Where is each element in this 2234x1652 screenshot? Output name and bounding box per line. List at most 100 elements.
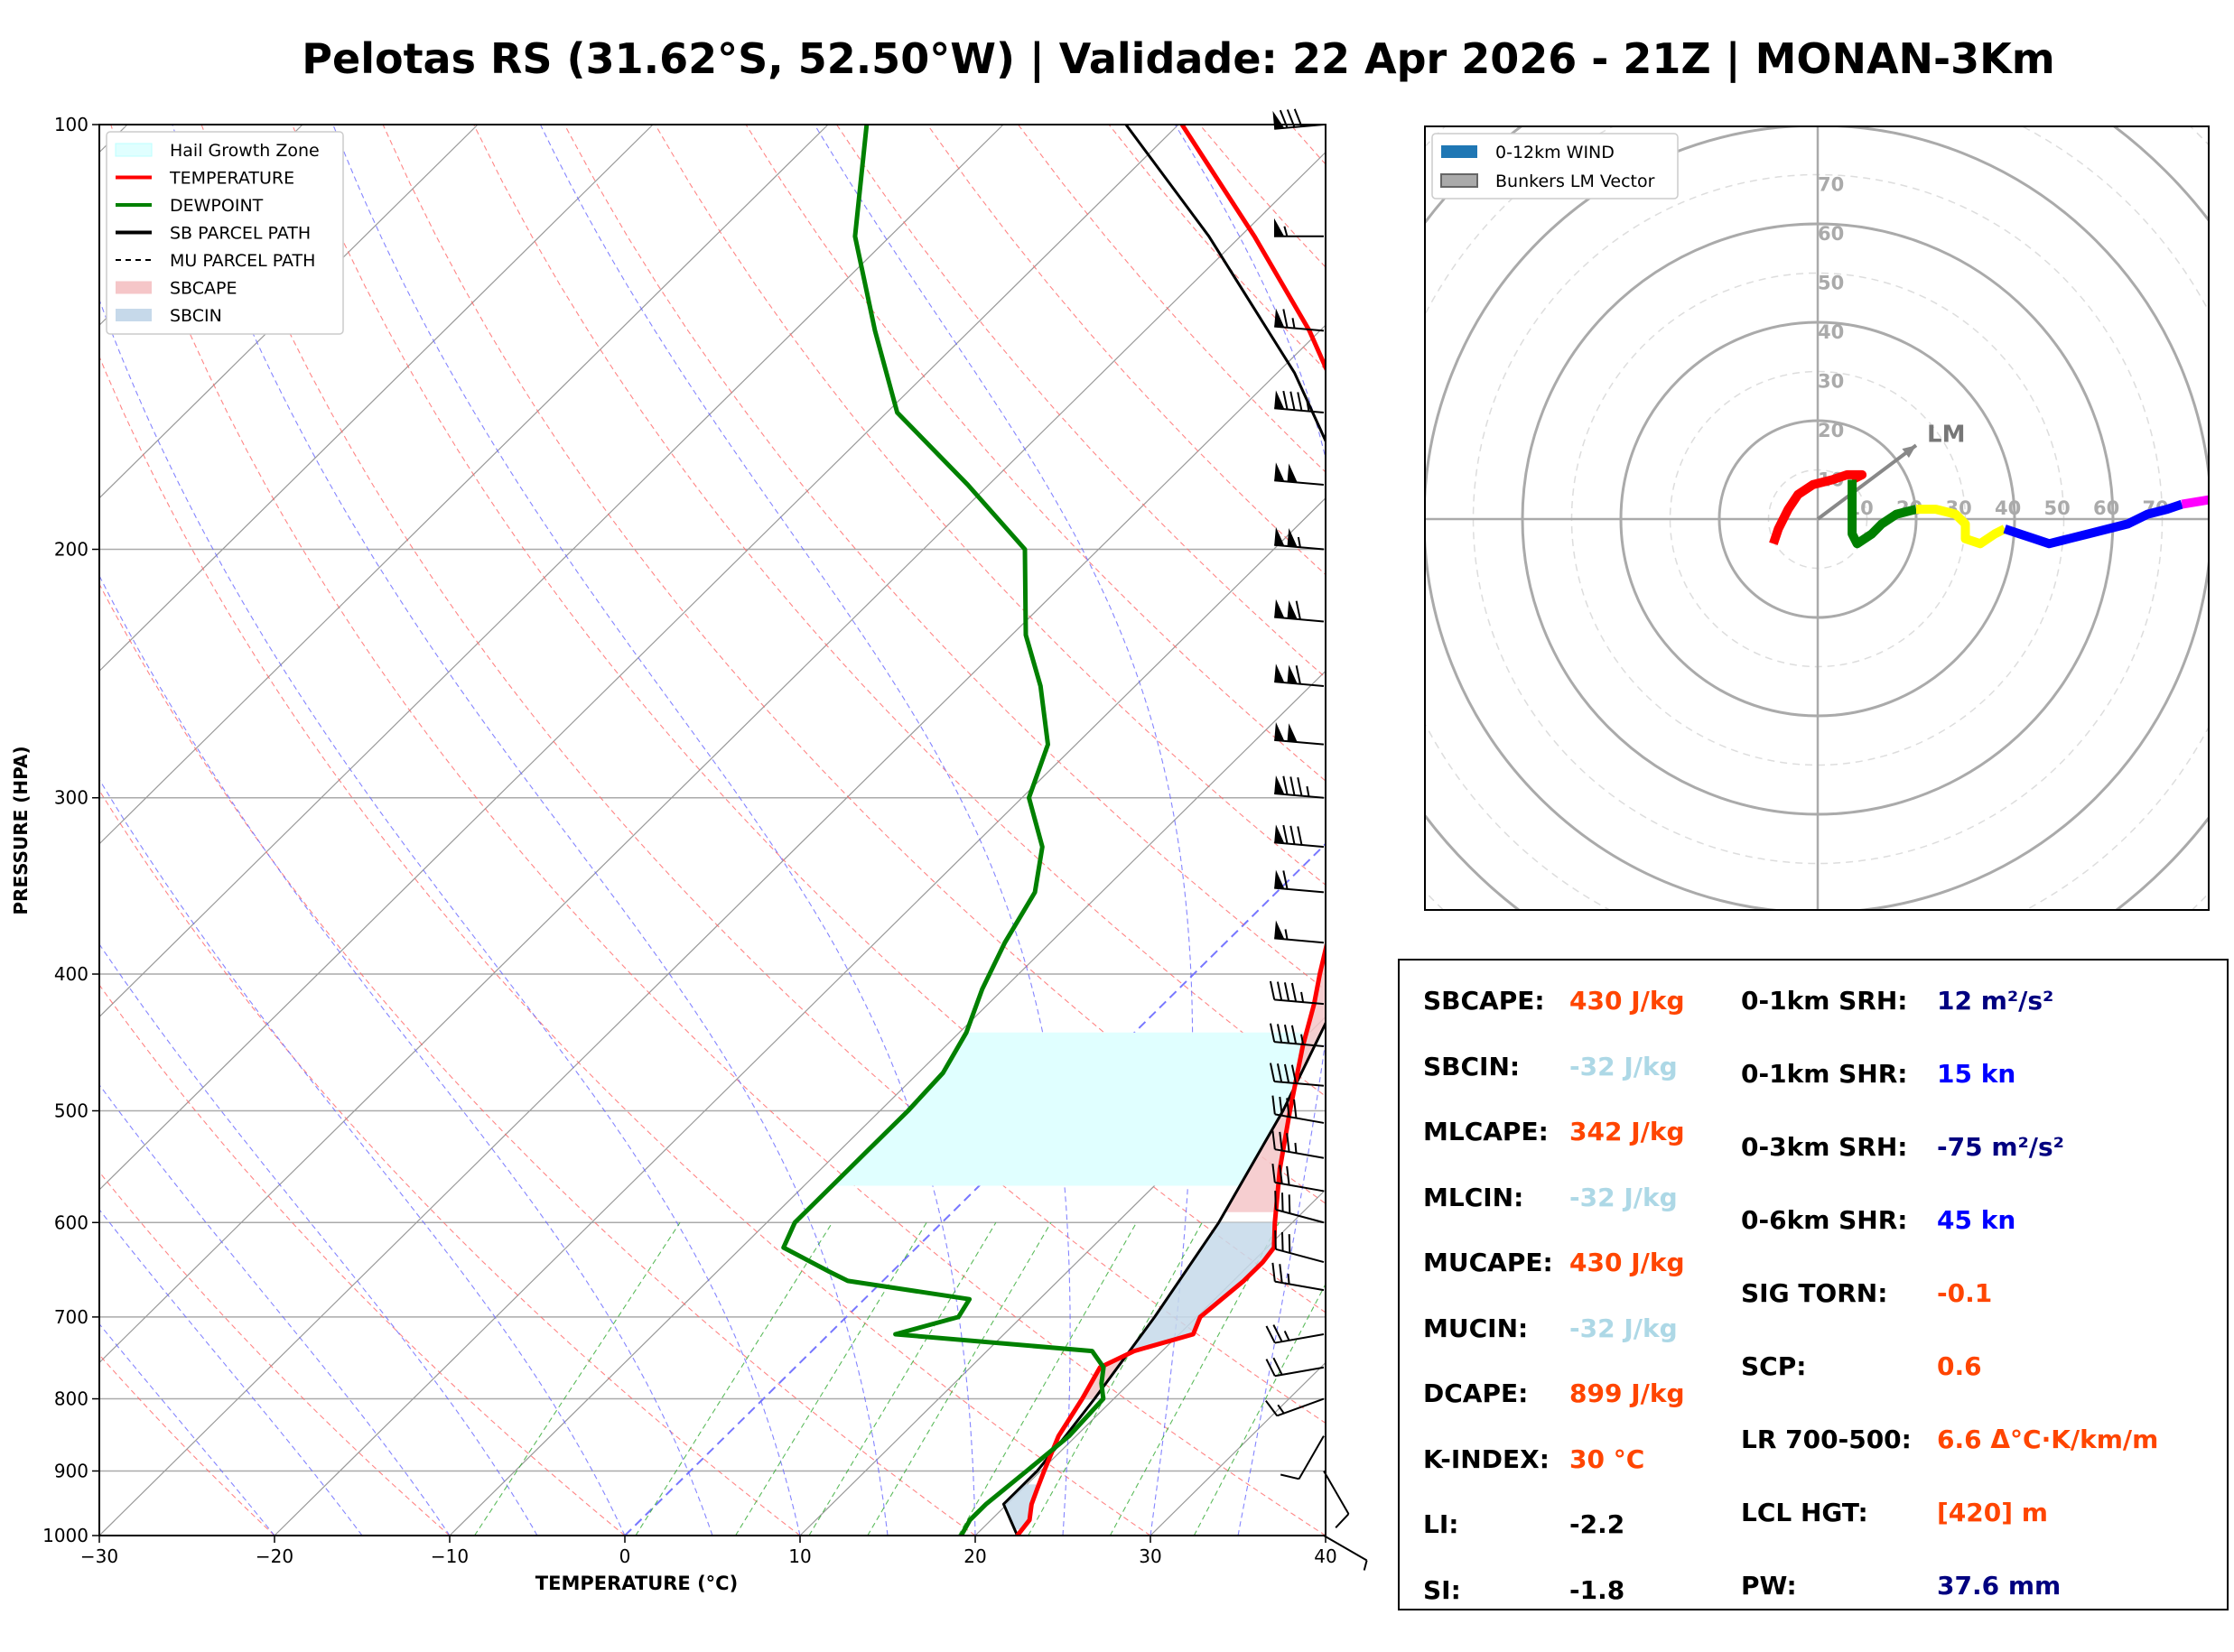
barb-full [1274, 1191, 1277, 1211]
barb-full [1274, 1230, 1277, 1249]
barb-half [1277, 1404, 1285, 1415]
barb-half [1283, 226, 1289, 237]
barb-staff [1274, 543, 1325, 551]
sbcin-area [1130, 1222, 1275, 1351]
barb-full [1290, 1025, 1298, 1044]
barb-full [1282, 775, 1289, 795]
moist-adiabat [99, 1083, 451, 1536]
x-tick-label: 40 [1314, 1545, 1336, 1567]
dry-adiabat [1018, 125, 1326, 473]
barb-staff [1274, 407, 1325, 414]
skewt-diagram: −30 −20 −10 0 10 20 30 40 100 200 300 400 500 600 700 8… [10, 108, 1368, 1594]
wind-barb [1274, 869, 1325, 894]
barb-full [1288, 1194, 1291, 1214]
wind-barb [1274, 775, 1325, 799]
barb-flag [1274, 599, 1285, 618]
mixing-ratio-line [957, 1221, 1138, 1536]
isotherm [449, 670, 1326, 1536]
barb-staff [1274, 792, 1325, 799]
index-value: 6.6 Δ°C·K/km/m [1937, 1425, 2159, 1454]
barb-half [1297, 536, 1301, 548]
isotherm [99, 125, 1179, 1191]
barb-full [1269, 980, 1276, 1000]
dry-adiabat [99, 582, 976, 1536]
dry-adiabat [110, 125, 1326, 1536]
barb-full [1295, 665, 1301, 684]
barb-staff [1274, 1333, 1325, 1344]
wind-barb [1274, 721, 1325, 746]
index-value: 430 J/kg [1569, 986, 1685, 1016]
wind-barb [1274, 1230, 1325, 1264]
wind-barb [1274, 462, 1325, 486]
wind-barb [1265, 1357, 1325, 1378]
hodograph-segment [1769, 469, 1867, 545]
wind-barb [1274, 1191, 1325, 1224]
x-tick-label: 0 [619, 1545, 631, 1567]
y-tick-label: 700 [54, 1306, 88, 1328]
hodo-ring [1425, 126, 2209, 910]
index-value: -2.2 [1569, 1509, 1625, 1539]
barb-flag [1274, 390, 1285, 410]
barb-full [1297, 392, 1303, 412]
barb-flag [1287, 664, 1298, 684]
hodograph-segment [1848, 479, 1918, 549]
barb-staff [1274, 1181, 1325, 1193]
barb-full [1269, 1063, 1276, 1082]
barb-full [1265, 1359, 1276, 1377]
barb-staff [1274, 479, 1325, 486]
dry-adiabat [200, 125, 1326, 1425]
dry-adiabat [382, 125, 1326, 1204]
index-value: 30 °C [1569, 1443, 1645, 1474]
moist-adiabat [99, 778, 626, 1536]
barb-full [1280, 1473, 1299, 1480]
mixing-ratio-line [1028, 1221, 1203, 1536]
barb-flag [1274, 775, 1285, 794]
index-label: LI: [1423, 1509, 1459, 1539]
barb-full [1286, 1165, 1290, 1185]
legend-swatch [115, 143, 153, 157]
bunkers-lm-label: LM [1927, 421, 1965, 448]
index-label: 0-1km SHR: [1741, 1059, 1908, 1089]
barb-flag [1274, 721, 1285, 741]
barb-staff [1274, 616, 1325, 623]
barb-full [1293, 108, 1303, 127]
barb-full [1279, 1264, 1283, 1284]
ring-label: 50 [1818, 273, 1844, 294]
mixing-ratio-line [1193, 1283, 1326, 1536]
wind-barb [1271, 1164, 1325, 1193]
index-value: 37.6 mm [1937, 1571, 2062, 1601]
isotherm [1325, 1535, 1326, 1536]
index-value: -32 J/kg [1569, 1051, 1678, 1081]
barb-full [1286, 1098, 1290, 1118]
barb-full [1271, 1095, 1276, 1115]
barb-flag [1274, 218, 1285, 237]
wind-barb [1274, 920, 1325, 944]
wind-barb [1271, 1095, 1325, 1124]
barb-flag [1274, 526, 1285, 546]
sbcape-area [1224, 949, 1326, 1212]
hodograph-frame [1424, 125, 2210, 911]
sbcin-area [1003, 1484, 1039, 1530]
sbcape-area [1082, 1350, 1134, 1399]
dewpoint-line [781, 125, 1106, 1536]
dry-adiabat [99, 789, 801, 1536]
dry-adiabat [473, 125, 1326, 1098]
isotherm [99, 125, 479, 499]
legend-swatch [1440, 173, 1478, 188]
barb-full [1279, 1131, 1283, 1151]
index-label: LCL HGT: [1741, 1498, 1868, 1527]
wind-barb [1272, 108, 1325, 130]
moist-adiabat [332, 125, 976, 1536]
index-label: MLCAPE: [1423, 1117, 1549, 1146]
barb-full [1265, 1325, 1276, 1344]
x-tick-label: −10 [431, 1545, 469, 1567]
barb-full [1289, 825, 1296, 845]
dry-adiabat [745, 125, 1326, 782]
barb-full [1269, 1023, 1276, 1043]
ring-label: 70 [1818, 174, 1844, 196]
isotherm [274, 497, 1326, 1536]
barb-full [1283, 1063, 1290, 1083]
barb-staff [1298, 1435, 1325, 1480]
barb-full [1295, 600, 1301, 620]
